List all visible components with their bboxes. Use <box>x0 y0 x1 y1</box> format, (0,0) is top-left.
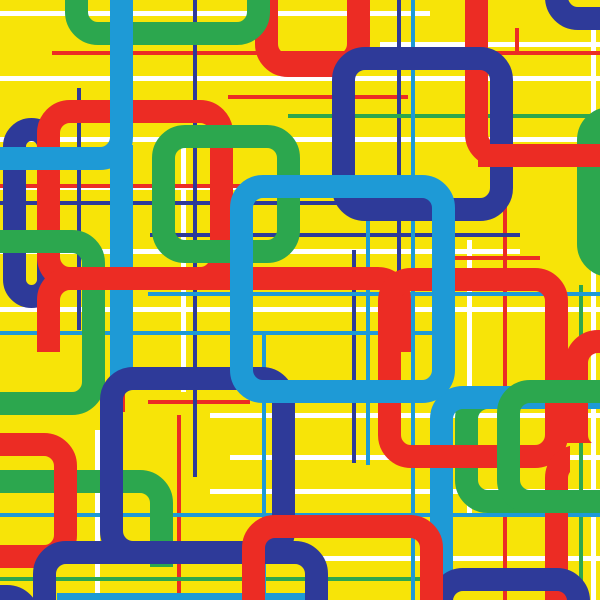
navy-topright-frame <box>332 47 513 221</box>
red-v-line <box>177 415 181 600</box>
red-bar-patch <box>478 144 523 167</box>
red-center-frame <box>378 268 568 468</box>
navy-top-corner-frame <box>545 0 600 30</box>
red-center-tail-frame-clip <box>545 445 570 600</box>
white-h-line <box>0 137 600 142</box>
cyan-v-line <box>366 183 370 465</box>
white-h-line <box>210 413 600 418</box>
red-center-tail-frame <box>545 445 570 600</box>
cyan-v-line <box>411 0 415 600</box>
green-right-mid-frame <box>497 380 600 513</box>
red-v-line <box>503 163 507 600</box>
red-h-line <box>228 95 408 99</box>
navy-v-line <box>352 250 356 463</box>
navy-h-line <box>150 233 520 237</box>
cyan-h-line <box>0 331 455 335</box>
red-h-line <box>433 256 540 260</box>
green-small-square-frame <box>152 125 300 263</box>
red-v-line <box>515 28 519 51</box>
navy-bottom-frame <box>430 568 590 600</box>
white-v-line <box>591 8 596 600</box>
cyan-topleft-frame <box>0 0 133 170</box>
navy-v-line <box>193 0 197 477</box>
red-bottom-center-frame <box>242 515 443 600</box>
cyan-h-line <box>148 292 600 296</box>
navy-v-line <box>77 88 81 330</box>
white-h-line <box>210 489 600 494</box>
cyan-v-line <box>262 331 266 600</box>
cyan-center-big-frame <box>230 175 455 403</box>
white-h-line <box>0 307 600 312</box>
red-h-line <box>52 51 600 55</box>
green-h-line <box>0 577 450 581</box>
cyan-h-line <box>57 593 310 600</box>
white-h-line <box>380 42 600 47</box>
white-h-line <box>0 76 600 81</box>
white-h-line <box>0 11 430 16</box>
red-h-line <box>148 400 250 404</box>
navy-v-line <box>397 0 401 445</box>
white-v-line <box>467 240 472 513</box>
green-h-line <box>288 114 600 118</box>
